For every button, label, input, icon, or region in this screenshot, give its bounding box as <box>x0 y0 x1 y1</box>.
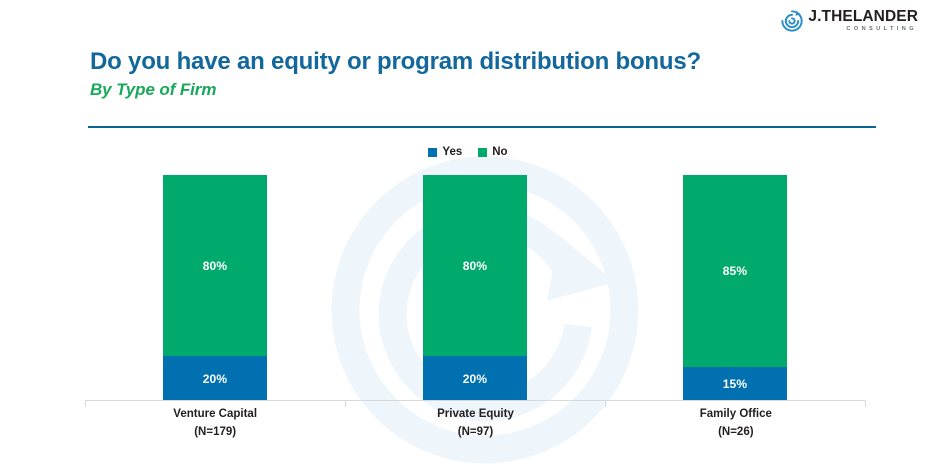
bar-segment-yes[interactable]: 20% <box>163 356 267 401</box>
category-name: Family Office <box>699 408 772 420</box>
legend-swatch-no-icon <box>478 147 488 157</box>
bar-value-yes: 15% <box>722 377 748 391</box>
bar-segment-no[interactable]: 85% <box>683 175 787 367</box>
x-axis-tick <box>865 400 866 407</box>
category-name: Venture Capital <box>173 408 258 420</box>
category-sample-size: (N=97) <box>457 425 494 438</box>
bar-value-no: 80% <box>202 258 228 273</box>
title-divider <box>88 126 876 128</box>
heading-block: Do you have an equity or program distrib… <box>90 48 701 100</box>
legend-item-yes[interactable]: Yes <box>428 146 462 158</box>
spiral-icon <box>781 9 804 32</box>
x-axis-label-private-equity: Private Equity (N=97) <box>345 406 605 456</box>
plot-area: 80% 20% 80% 20% 85% <box>85 175 866 401</box>
category-sample-size: (N=179) <box>194 425 237 438</box>
bar-segment-no[interactable]: 80% <box>423 175 527 356</box>
bar-segment-no[interactable]: 80% <box>163 175 267 356</box>
bar-segment-yes[interactable]: 15% <box>683 367 787 401</box>
chart-title: Do you have an equity or program distrib… <box>90 48 701 75</box>
logo-name: J.THELANDER <box>808 8 918 25</box>
bar-value-no: 85% <box>722 264 748 278</box>
bar-group-private-equity: 80% 20% <box>423 175 527 401</box>
legend-label-yes: Yes <box>442 146 463 158</box>
stacked-bar[interactable]: 85% 15% <box>683 175 787 401</box>
category-name: Private Equity <box>437 408 514 420</box>
x-axis-labels: Venture Capital (N=179) Private Equity (… <box>85 406 866 456</box>
bar-value-yes: 20% <box>462 371 488 386</box>
logo-tagline: CONSULTING <box>846 25 917 32</box>
chart-subtitle: By Type of Firm <box>90 80 217 99</box>
bar-group-family-office: 85% 15% <box>683 175 787 401</box>
x-axis-line <box>85 400 866 401</box>
legend-swatch-yes-icon <box>428 147 438 157</box>
brand-logo: J.THELANDER CONSULTING <box>781 9 918 32</box>
bar-value-yes: 20% <box>202 371 228 386</box>
x-axis-label-venture-capital: Venture Capital (N=179) <box>85 406 345 456</box>
category-sample-size: (N=26) <box>718 425 754 438</box>
legend-item-no[interactable]: No <box>478 146 508 158</box>
x-axis-label-family-office: Family Office (N=26) <box>606 406 866 456</box>
x-axis-tick <box>85 400 86 407</box>
stacked-bar[interactable]: 80% 20% <box>163 175 267 401</box>
chart-legend: Yes No <box>0 146 936 158</box>
stacked-bar[interactable]: 80% 20% <box>423 175 527 401</box>
legend-label-no: No <box>492 146 508 158</box>
bar-value-no: 80% <box>462 258 488 273</box>
bar-segment-yes[interactable]: 20% <box>423 356 527 401</box>
bar-group-venture-capital: 80% 20% <box>163 175 267 401</box>
